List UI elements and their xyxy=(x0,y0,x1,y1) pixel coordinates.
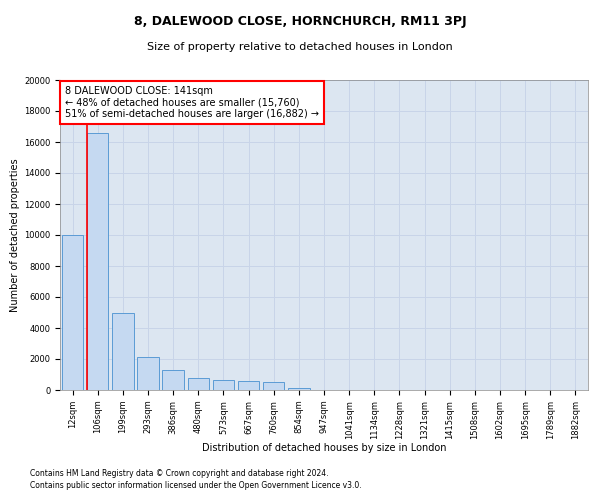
Bar xyxy=(137,358,158,390)
X-axis label: Distribution of detached houses by size in London: Distribution of detached houses by size … xyxy=(202,443,446,453)
Text: 8, DALEWOOD CLOSE, HORNCHURCH, RM11 3PJ: 8, DALEWOOD CLOSE, HORNCHURCH, RM11 3PJ xyxy=(134,15,466,28)
Bar xyxy=(62,235,83,390)
Text: Size of property relative to detached houses in London: Size of property relative to detached ho… xyxy=(147,42,453,52)
Text: 8 DALEWOOD CLOSE: 141sqm
← 48% of detached houses are smaller (15,760)
51% of se: 8 DALEWOOD CLOSE: 141sqm ← 48% of detach… xyxy=(65,86,319,120)
Bar xyxy=(213,380,234,390)
Text: Contains public sector information licensed under the Open Government Licence v3: Contains public sector information licen… xyxy=(30,481,362,490)
Y-axis label: Number of detached properties: Number of detached properties xyxy=(10,158,20,312)
Bar xyxy=(263,382,284,390)
Bar xyxy=(87,132,109,390)
Text: Contains HM Land Registry data © Crown copyright and database right 2024.: Contains HM Land Registry data © Crown c… xyxy=(30,468,329,477)
Bar xyxy=(163,370,184,390)
Bar xyxy=(188,378,209,390)
Bar xyxy=(288,388,310,390)
Bar xyxy=(238,380,259,390)
Bar xyxy=(112,312,134,390)
